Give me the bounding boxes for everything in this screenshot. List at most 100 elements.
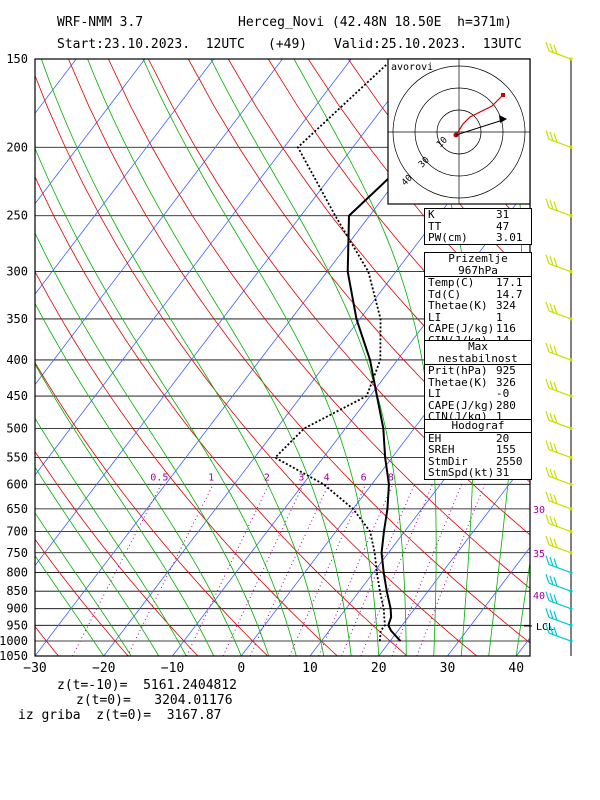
mixing-ratio-label: 3 xyxy=(298,472,304,483)
pressure-tick-300: 300 xyxy=(6,265,28,279)
run-start: Start:23.10.2023. 12UTC xyxy=(57,37,245,52)
mixing-ratio-line xyxy=(360,484,434,656)
isotherm xyxy=(378,456,530,656)
hodograph-top-marker xyxy=(501,93,505,97)
wind-barb-1000 xyxy=(545,623,573,643)
index-row-tt: TT 47 xyxy=(428,219,510,233)
surface-thetae: Thetae(K) 324 xyxy=(428,299,516,312)
profile-traces xyxy=(273,59,517,642)
dry-adiabat xyxy=(35,450,199,656)
isotherm xyxy=(35,59,146,205)
mixing-ratio-line xyxy=(249,484,330,656)
isotherm xyxy=(35,59,421,567)
index-row-pw: PW(cm) 3.01 xyxy=(428,231,523,244)
temp-tick--20: −20 xyxy=(92,661,115,676)
temp-tick--30: −30 xyxy=(23,661,46,676)
temp-tick-30: 30 xyxy=(440,661,456,676)
moist-adiabat xyxy=(35,363,215,656)
lead-time: (+49) xyxy=(268,37,308,52)
basic-indices-box: K 31 TT 47 PW(cm) 3.01 xyxy=(424,208,532,245)
moist-adiabat xyxy=(293,59,437,656)
pressure-tick-350: 350 xyxy=(6,312,28,326)
dry-adiabat xyxy=(227,59,530,432)
pressure-tick-450: 450 xyxy=(6,389,28,403)
hodograph: avorovi 10 30 40 xyxy=(387,58,531,205)
temp-tick-0: 0 xyxy=(237,661,245,676)
pressure-tick-900: 900 xyxy=(6,602,28,616)
dry-adiabat xyxy=(35,538,129,656)
pressure-tick-150: 150 xyxy=(6,52,28,66)
wind-barb-250 xyxy=(545,198,573,218)
pressure-tick-950: 950 xyxy=(6,618,28,632)
moist-adiabat xyxy=(40,59,325,656)
mixing-ratio-label: 0.5 xyxy=(150,472,168,483)
wind-barb-550 xyxy=(545,440,573,460)
mixing-ratio-line xyxy=(341,484,415,656)
valid-time: Valid:25.10.2023. 13UTC xyxy=(334,37,522,52)
moist-adiabat xyxy=(142,59,380,656)
mixing-ratio-line xyxy=(72,484,162,656)
mu-pressure: Prit(hPa) 925 xyxy=(428,364,516,377)
wind-barb-800 xyxy=(545,555,573,575)
pressure-tick-400: 400 xyxy=(6,353,28,367)
wind-barb-750 xyxy=(545,535,573,555)
wind-barb-700 xyxy=(545,514,573,534)
moist-adiabat xyxy=(35,466,160,656)
wind-barb-200 xyxy=(545,130,573,149)
mixing-ratio-line xyxy=(289,484,367,656)
hodograph-indices-box: Hodograf EH 20 SREH 155 StmDir 2550 StmSpd(… xyxy=(424,419,532,480)
pressure-tick-1050: 1050 xyxy=(0,649,28,663)
hodo-sreh: SREH 155 xyxy=(428,443,516,456)
dry-adiabat xyxy=(35,270,338,656)
storm-motion-vector xyxy=(455,119,504,136)
max-instability-box: Max nestabilnost Prit(hPa) 925 Thetae(K) 3… xyxy=(424,340,532,424)
mixing-ratio-label: 1 xyxy=(208,472,214,483)
mixing-ratio-label: 4 xyxy=(324,472,330,483)
isotherm xyxy=(172,184,530,656)
surface-li: LI 1 xyxy=(428,310,503,324)
wind-barb-600 xyxy=(545,467,573,486)
hodograph-title: avorovi xyxy=(391,62,433,73)
surface-cape: CAPE(J/kg) 116 xyxy=(428,322,516,335)
wind-barb-300 xyxy=(545,254,573,274)
wind-barb-400 xyxy=(545,342,573,362)
wind-barbs xyxy=(545,41,573,656)
temp-tick-20: 20 xyxy=(371,661,387,676)
isotherm xyxy=(35,59,352,476)
lcl-label: LCL xyxy=(536,622,554,633)
moist-adiabat xyxy=(87,59,352,656)
index-row-k: K 31 xyxy=(428,208,510,221)
temperature-trace xyxy=(346,59,517,642)
pressure-tick-650: 650 xyxy=(6,502,28,516)
background-lines xyxy=(35,59,530,656)
pressure-tick-750: 750 xyxy=(6,546,28,560)
dry-adiabat xyxy=(35,74,478,656)
max-instability-title: Max nestabilnost xyxy=(425,341,531,365)
hodo-stmdir: StmDir 2550 xyxy=(428,454,523,468)
theta-label: 40 xyxy=(533,591,545,602)
model-name: WRF-NMM 3.7 xyxy=(57,15,144,30)
moist-adiabat xyxy=(35,232,270,656)
hodo-stmspd: StmSpd(kt) 31 xyxy=(428,466,510,479)
mixing-ratio-label: 6 xyxy=(361,472,367,483)
mixing-ratio-line xyxy=(222,484,304,656)
storm-motion-arrowhead xyxy=(499,115,507,123)
mixing-ratio-label: 2 xyxy=(264,472,270,483)
hodograph-indices-title: Hodograf xyxy=(425,420,531,433)
freezing-level-zero: z(t=0)= 3204.01176 xyxy=(76,693,233,708)
pressure-tick-1000: 1000 xyxy=(0,634,28,648)
theta-label: 35 xyxy=(533,549,545,560)
moist-adiabat xyxy=(35,554,105,656)
surface-dewpoint: Td(C) 14.7 xyxy=(428,287,523,301)
wind-barb-650 xyxy=(545,491,573,511)
wind-barb-150 xyxy=(545,41,573,61)
surface-indices-box: Prizemlje 967hPa Temp(C) 17.1 Td(C) 14.7 T… xyxy=(424,252,532,347)
moist-adiabat xyxy=(35,302,242,656)
axes: 1502002503003504004505005506006507007508… xyxy=(0,52,554,676)
isotherm xyxy=(447,546,530,656)
dry-adiabat xyxy=(35,361,268,656)
hodograph-trace xyxy=(455,94,504,136)
pressure-tick-550: 550 xyxy=(6,451,28,465)
freezing-level-minus10: z(t=-10)= 5161.2404812 xyxy=(57,678,238,693)
